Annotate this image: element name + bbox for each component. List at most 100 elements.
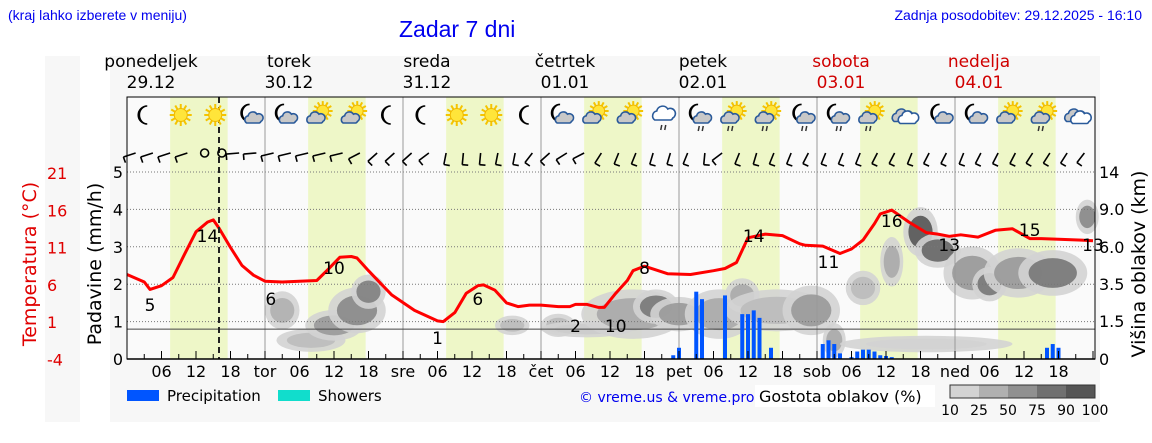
wind-barb-icon [630,152,638,167]
weather-icons-row [137,101,1093,132]
wind-barb-icon [329,152,343,163]
wind-barbs-row [122,148,1086,167]
x-tick-label: 06 [703,362,723,381]
last-update: Zadnja posodobitev: 29.12.2025 - 16:10 [894,7,1142,23]
moon-icon [518,105,529,125]
x-tick-label: 18 [358,362,378,381]
cloud-density-swatch [950,385,979,398]
precip-tick-label: 3 [113,238,123,257]
day-name: sobota [812,52,870,72]
x-tick-label: pet [666,362,692,381]
sun-cloud-icon [616,101,644,124]
x-tick-label: ned [940,362,970,381]
wind-barb-icon [225,152,240,161]
showers-swatch [278,390,310,401]
cloud-rain-icon [651,105,677,131]
axes: 06 12 18 tor 06 12 18 sre 06 12 18 čet 06 12 18 pet 06 12… [19,96,1150,381]
grid-lines [127,97,1095,359]
wind-barb-icon [494,152,502,167]
temp-tick-label: 1 [47,313,57,332]
day-date: 01.01 [540,73,590,93]
legend: Precipitation Showers © vreme.us & vreme.p… [127,384,1109,419]
temperature-label: 6 [472,290,483,310]
temperature-label: 14 [197,227,219,247]
moon-cloud-rain-icon [792,103,816,132]
wind-barb-icon [242,152,257,161]
precipitation-bar [855,351,860,359]
region-hint: (kraj lahko izberete v meniju) [8,7,187,23]
wind-barb-icon [199,148,210,158]
x-tick-label: 12 [738,362,758,381]
x-tick-label: 06 [151,362,171,381]
wind-barb-icon [347,152,361,165]
wind-barb-icon [217,148,227,158]
precipitation-bar [769,347,773,359]
precip-tick-label: 2 [113,275,123,294]
wind-barb-icon [785,152,793,167]
precipitation-bar [746,314,750,359]
x-tick-label: 12 [324,362,344,381]
temp-tick-label: -4 [47,351,63,370]
wind-barb-icon [139,152,154,163]
x-tick-label: tor [254,362,277,381]
temperature-label: 10 [605,317,627,337]
wind-barb-icon [401,152,413,167]
day-date: 02.01 [678,73,728,93]
x-tick-label: 18 [220,362,240,381]
x-tick-label: čet [529,362,554,381]
sun-cloud-icon [582,101,609,124]
x-tick-label: 06 [289,362,309,381]
precip-tick-label: 4 [113,200,123,219]
wind-barb-icon [312,152,326,163]
temperature-label: 11 [818,253,840,273]
moon-icon [380,105,391,125]
temp-tick-label: 16 [47,201,67,220]
precipitation-bar [723,295,727,359]
day-date: 30.12 [264,73,314,93]
sun-icon [169,104,192,126]
precipitation-legend-label: Precipitation [167,387,261,405]
wind-barb-icon [1009,152,1017,167]
cloud-density-tick: 100 [1082,403,1109,419]
x-tick-label: 12 [1014,362,1034,381]
wind-barb-icon [174,152,188,163]
temperature-axis-panel [45,56,80,422]
sun-cloud-icon [340,101,368,124]
precip-tick-label: 1 [113,313,123,332]
temperature-label: 8 [639,259,650,279]
day-label: sreda 31.12 [367,52,487,94]
wind-barb-icon [888,152,896,167]
cloud-height-axis-title: Višina oblakov (km) [1128,171,1150,358]
temperature-label: 15 [1019,221,1041,241]
cloud-density-tick: 90 [1057,403,1075,419]
wind-barb-icon [418,152,430,166]
wind-barb-icon [1042,152,1051,167]
wind-barb-icon [752,152,760,167]
temp-tick-label: 6 [47,276,57,295]
wind-barb-icon [277,152,292,163]
cloud-density-swatch [1037,385,1066,398]
cloud-icon [891,108,920,125]
cloud-density-swatch [1008,385,1037,398]
wind-barb-icon [524,152,534,167]
cloud-density-swatch [1066,385,1095,398]
day-name: ponedeljek [104,52,198,72]
day-name: sreda [403,52,451,72]
wind-barb-icon [555,152,568,166]
precipitation-bar [694,291,699,359]
cloud-height-tick-label: 14 [1099,163,1119,182]
temp-tick-label: 21 [47,164,67,183]
temperature-label: 10 [323,259,345,279]
wind-barb-icon [1025,152,1034,167]
precip-axis-title: Padavine (mm/h) [84,183,106,346]
wind-barb-icon [974,152,982,167]
day-label: nedelja 04.01 [919,52,1039,94]
precipitation-bar [1045,347,1049,359]
wind-barb-icon [991,152,999,167]
precipitation-bar [861,349,865,359]
sun-cloud-rain-icon [858,101,885,132]
x-tick-label: sre [391,362,415,381]
wind-barb-icon [854,152,862,167]
wind-barb-icon [820,152,828,167]
wind-barb-icon [648,152,656,167]
